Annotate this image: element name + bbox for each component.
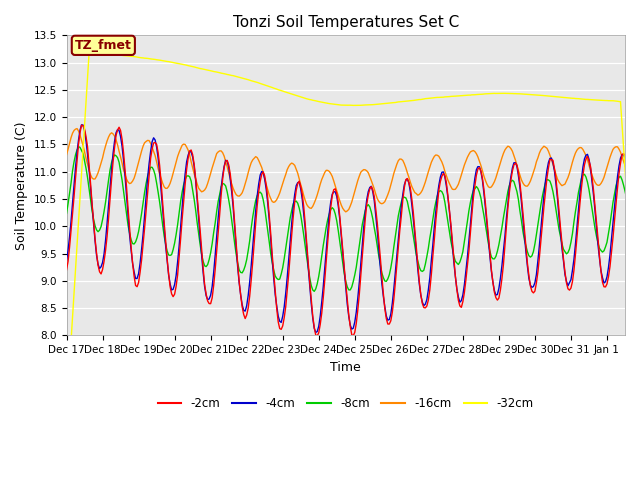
Title: Tonzi Soil Temperatures Set C: Tonzi Soil Temperatures Set C: [232, 15, 459, 30]
Legend: -2cm, -4cm, -8cm, -16cm, -32cm: -2cm, -4cm, -8cm, -16cm, -32cm: [153, 392, 538, 415]
Y-axis label: Soil Temperature (C): Soil Temperature (C): [15, 121, 28, 250]
X-axis label: Time: Time: [330, 360, 361, 374]
Text: TZ_fmet: TZ_fmet: [75, 39, 132, 52]
